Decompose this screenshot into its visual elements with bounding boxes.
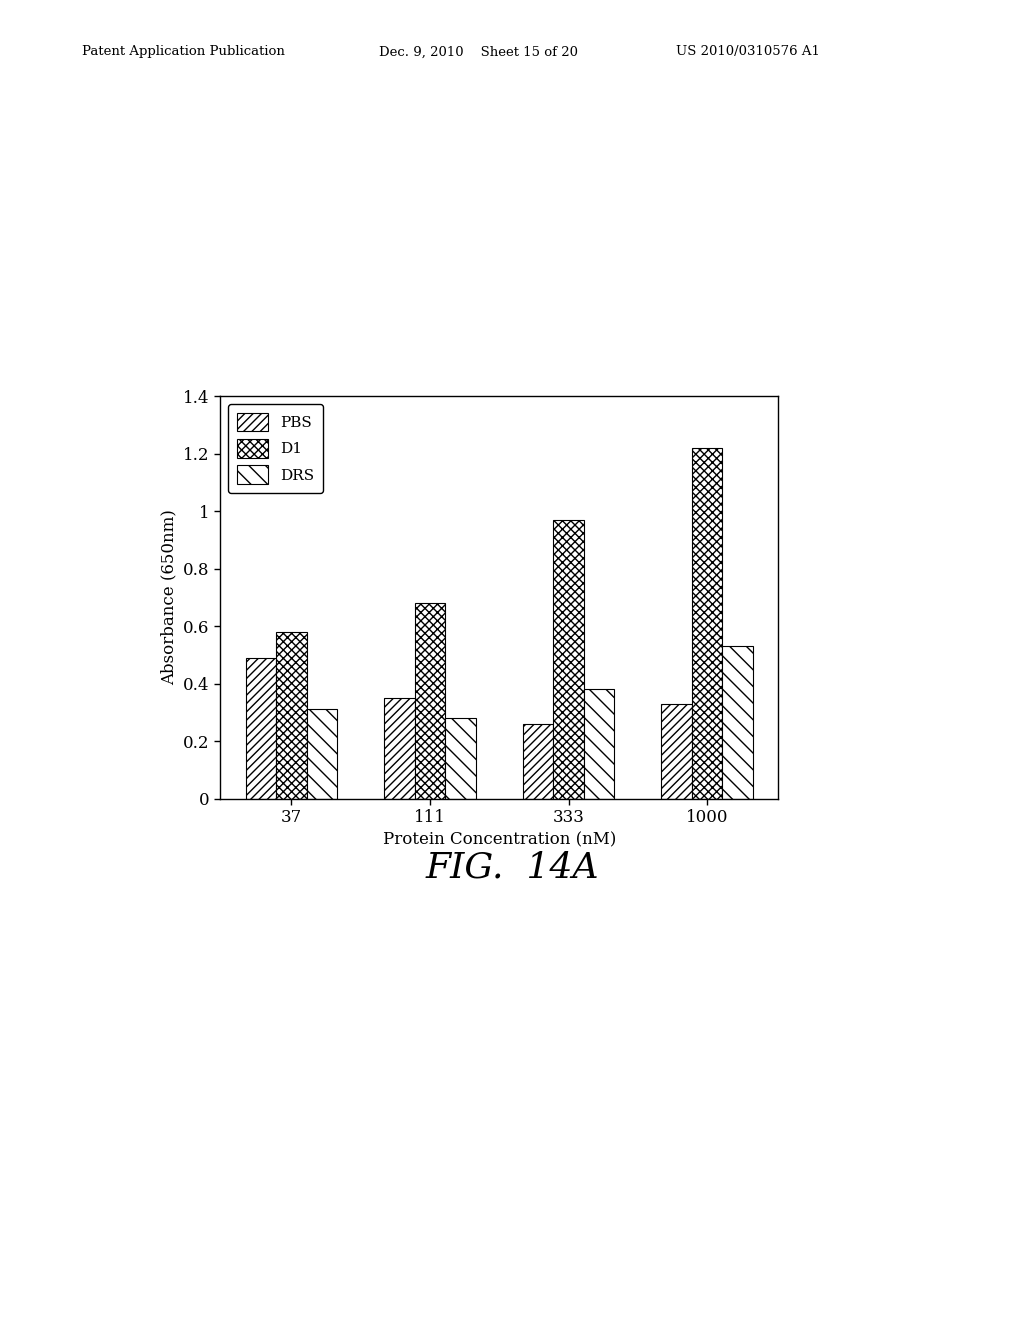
Text: FIG.  14A: FIG. 14A: [425, 851, 599, 884]
Bar: [445, 718, 475, 799]
Bar: [415, 603, 445, 799]
Text: Patent Application Publication: Patent Application Publication: [82, 45, 285, 58]
Bar: [584, 689, 614, 799]
X-axis label: Protein Concentration (nM): Protein Concentration (nM): [383, 832, 615, 849]
Text: US 2010/0310576 A1: US 2010/0310576 A1: [676, 45, 820, 58]
Bar: [523, 723, 553, 799]
Bar: [246, 657, 276, 799]
Bar: [662, 704, 692, 799]
Bar: [692, 447, 722, 799]
Legend: PBS, D1, DRS: PBS, D1, DRS: [227, 404, 323, 494]
Y-axis label: Absorbance (650nm): Absorbance (650nm): [161, 510, 178, 685]
Bar: [384, 698, 415, 799]
Bar: [276, 632, 306, 799]
Bar: [553, 520, 584, 799]
Bar: [722, 647, 753, 799]
Text: Dec. 9, 2010    Sheet 15 of 20: Dec. 9, 2010 Sheet 15 of 20: [379, 45, 578, 58]
Bar: [306, 709, 337, 799]
